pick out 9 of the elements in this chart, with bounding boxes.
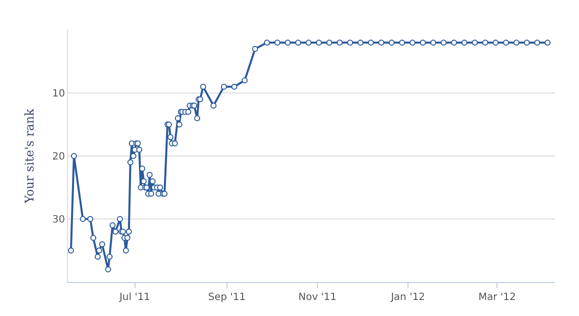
x-tick-label: Jul '11 (118, 292, 150, 303)
y-axis-title: Your site's rank (22, 108, 37, 204)
y-tick-label: 20 (52, 152, 65, 162)
x-tick-label: Sep '11 (208, 292, 246, 303)
y-tick-label: 10 (52, 88, 65, 100)
x-tick-label: Nov '11 (298, 292, 337, 303)
x-tick-label: Jan '12 (390, 292, 426, 303)
x-tick-label: Mar '12 (478, 292, 516, 303)
y-tick-label: 30 (52, 214, 65, 226)
